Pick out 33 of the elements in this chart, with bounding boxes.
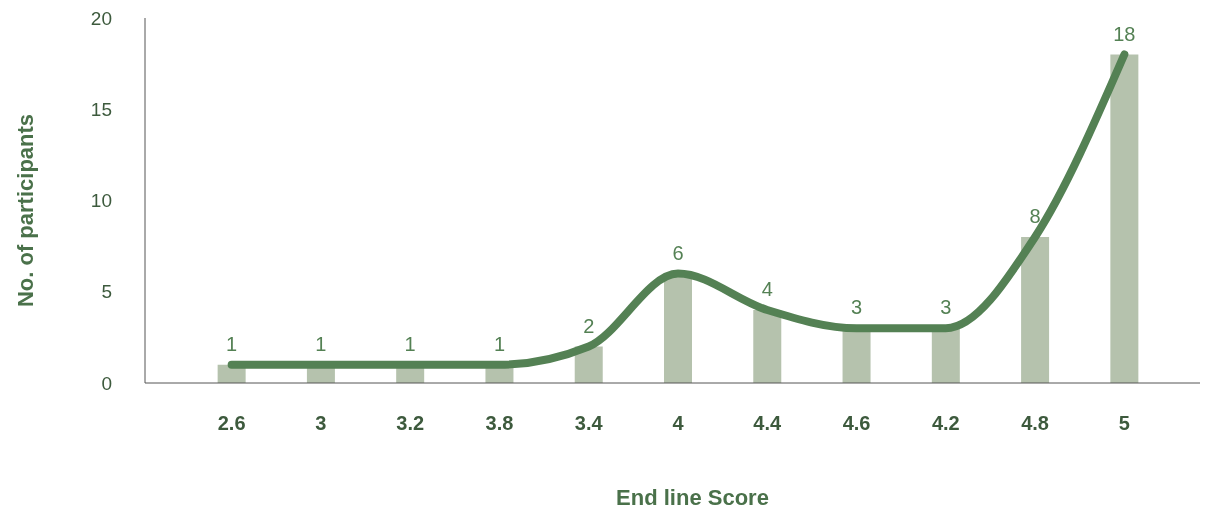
x-tick-label: 5 xyxy=(1118,412,1130,434)
x-axis-title: End line Score xyxy=(616,485,769,510)
x-tick-label: 4.6 xyxy=(842,412,871,434)
data-label: 6 xyxy=(672,241,684,264)
x-tick-label: 3 xyxy=(315,412,327,434)
data-label: 3 xyxy=(940,296,952,319)
data-label: 18 xyxy=(1113,22,1136,45)
y-axis-title: No. of participants xyxy=(13,113,38,308)
data-label: 3 xyxy=(850,296,863,319)
x-tick-label: 3.4 xyxy=(574,412,604,434)
data-label: 1 xyxy=(493,332,506,355)
x-tick-label: 4.2 xyxy=(931,412,960,434)
data-label: 1 xyxy=(404,332,416,355)
data-label: 1 xyxy=(226,332,238,355)
x-tick-label: 4.4 xyxy=(753,412,783,434)
data-label: 4 xyxy=(761,278,773,300)
data-label: 8 xyxy=(1029,205,1041,227)
x-tick-label: 4.8 xyxy=(1021,412,1049,434)
data-label: 2 xyxy=(583,314,595,337)
x-tick-label: 3.8 xyxy=(485,412,514,434)
x-tick-label: 3.2 xyxy=(396,412,425,434)
bar xyxy=(1021,237,1050,383)
x-tick-label: 4 xyxy=(672,412,685,434)
y-tick-label: 0 xyxy=(101,372,112,394)
x-tick-label: 2.6 xyxy=(217,412,246,434)
bar xyxy=(753,310,782,383)
bar xyxy=(1110,54,1139,383)
y-tick-label: 5 xyxy=(101,281,112,303)
data-label: 1 xyxy=(315,332,327,355)
y-tick-label: 10 xyxy=(90,190,112,212)
y-tick-label: 20 xyxy=(90,7,112,29)
y-tick-label: 15 xyxy=(90,98,112,120)
bar xyxy=(931,328,960,383)
